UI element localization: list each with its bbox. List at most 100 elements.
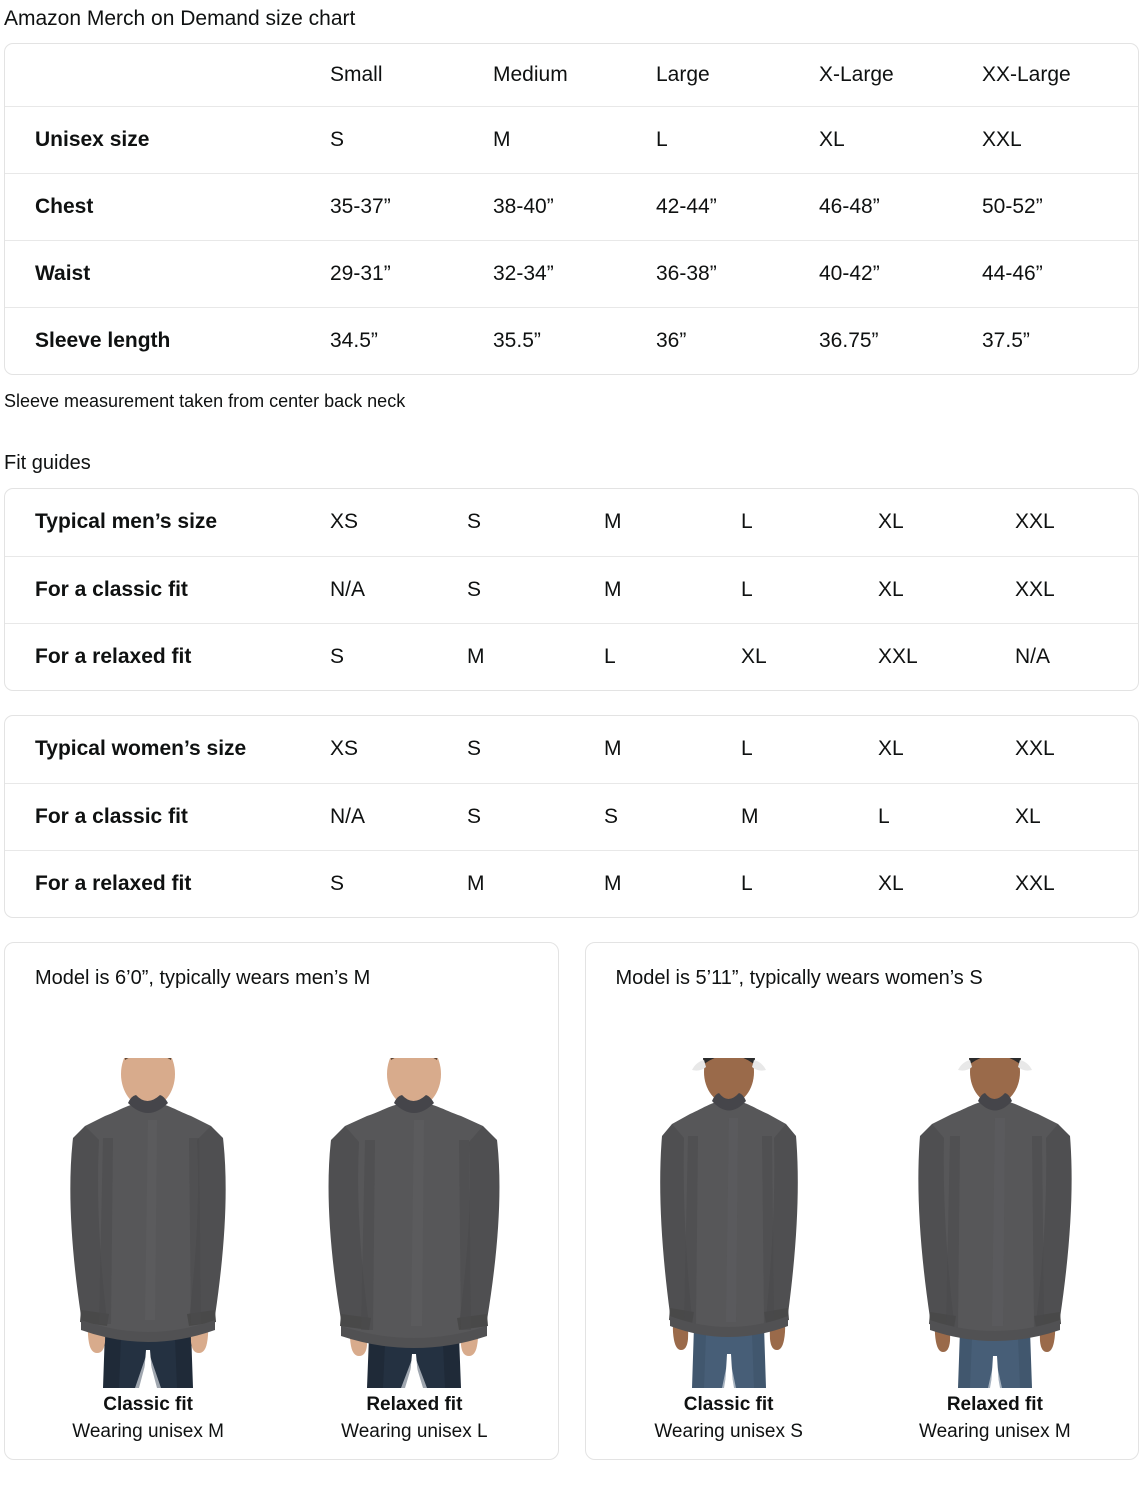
size-chart-header-blank	[5, 44, 330, 107]
row-label-womens-classic-fit: For a classic fit	[5, 783, 330, 851]
female-model-relaxed-fit-photo	[880, 1058, 1110, 1388]
row-label-womens-relaxed-fit: For a relaxed fit	[35, 871, 192, 895]
cell-waist-small: 29-31”	[330, 240, 493, 308]
cell-waist-xxlarge: 44-46”	[982, 240, 1138, 308]
cell-mens-classic-2: S	[467, 556, 604, 624]
womens-relaxed-fit-wearing: Wearing unisex M	[919, 1421, 1071, 1442]
cell-mens-classic-1: N/A	[330, 556, 467, 624]
cell-unisex-large: L	[656, 106, 819, 174]
table-row: Waist 29-31” 32-34” 36-38” 40-42” 44-46”	[5, 240, 1138, 308]
cell-womens-classic-1: N/A	[330, 783, 467, 851]
womens-model-card: Model is 5’11”, typically wears women’s …	[584, 942, 1139, 1460]
table-row: For a classic fit N/A S M L XL XXL	[5, 556, 1138, 624]
cell-womens-classic-6: XL	[1015, 783, 1138, 851]
size-chart-header-small: Small	[330, 44, 493, 107]
cell-unisex-medium: M	[493, 106, 656, 174]
table-row: For a relaxed fit S M L XL XXL N/A	[5, 623, 1138, 690]
mens-relaxed-fit-wearing: Wearing unisex L	[341, 1421, 488, 1442]
table-row: Typical women’s size XS S M L XL XXL	[5, 716, 1138, 784]
womens-classic-fit-figure-col: Classic fit Wearing unisex S	[596, 1058, 862, 1459]
cell-chest-small: 35-37”	[330, 173, 493, 241]
womens-relaxed-fit-label: Relaxed fit	[946, 1394, 1043, 1415]
mens-classic-fit-figure-col: Classic fit Wearing unisex M	[15, 1058, 281, 1459]
size-chart-table: Small Medium Large X-Large XX-Large Unis…	[5, 44, 1138, 374]
cell-waist-medium: 32-34”	[493, 240, 656, 308]
cell-womens-classic-2: S	[467, 783, 604, 851]
cell-sleeve-xlarge: 36.75”	[819, 328, 879, 352]
size-chart-header-xlarge: X-Large	[819, 44, 982, 107]
mens-model-pair: Classic fit Wearing unisex M	[5, 990, 558, 1459]
mens-fit-guide-table: Typical men’s size XS S M L XL XXL For a…	[5, 489, 1138, 690]
cell-sleeve-large: 36”	[656, 328, 687, 352]
cell-womens-typical-3: M	[604, 716, 741, 784]
size-chart-header-large: Large	[656, 44, 819, 107]
female-model-classic-fit-photo	[614, 1058, 844, 1388]
size-chart-header-xxlarge: XX-Large	[982, 44, 1138, 107]
womens-model-card-title: Model is 5’11”, typically wears women’s …	[615, 967, 983, 989]
cell-mens-typical-3: M	[604, 489, 741, 557]
cell-mens-relaxed-6: N/A	[1015, 644, 1051, 668]
row-label-unisex-size: Unisex size	[5, 106, 330, 174]
cell-unisex-small: S	[330, 106, 493, 174]
cell-mens-classic-3: M	[604, 556, 741, 624]
page-title: Amazon Merch on Demand size chart	[4, 7, 356, 30]
cell-mens-relaxed-2: M	[467, 644, 485, 668]
model-cards-row: Model is 6’0”, typically wears men’s M	[4, 942, 1139, 1460]
womens-classic-fit-wearing: Wearing unisex S	[654, 1421, 803, 1442]
cell-mens-relaxed-5: XXL	[878, 644, 918, 668]
cell-womens-relaxed-1: S	[330, 871, 345, 895]
mens-model-card: Model is 6’0”, typically wears men’s M	[4, 942, 559, 1460]
cell-mens-typical-1: XS	[330, 489, 467, 557]
cell-mens-typical-2: S	[467, 489, 604, 557]
cell-womens-relaxed-6: XXL	[1015, 871, 1055, 895]
cell-womens-classic-3: S	[604, 783, 741, 851]
mens-relaxed-fit-label: Relaxed fit	[366, 1394, 463, 1415]
male-model-classic-fit-photo	[33, 1058, 263, 1388]
table-row: Unisex size S M L XL XXL	[5, 106, 1138, 174]
mens-relaxed-fit-figure-col: Relaxed fit Wearing unisex L	[281, 1058, 547, 1459]
cell-sleeve-small: 34.5”	[330, 328, 378, 352]
cell-womens-classic-4: M	[741, 783, 878, 851]
table-row: Sleeve length 34.5” 35.5” 36” 36.75” 37.…	[5, 307, 1138, 374]
cell-mens-typical-5: XL	[878, 489, 1015, 557]
mens-classic-fit-label: Classic fit	[103, 1394, 193, 1415]
table-row: Typical men’s size XS S M L XL XXL	[5, 489, 1138, 557]
cell-womens-relaxed-4: L	[741, 871, 753, 895]
table-row: For a classic fit N/A S S M L XL	[5, 783, 1138, 851]
cell-womens-typical-1: XS	[330, 716, 467, 784]
womens-classic-fit-label: Classic fit	[683, 1394, 774, 1415]
cell-womens-relaxed-5: XL	[878, 871, 904, 895]
cell-mens-classic-5: XL	[878, 556, 1015, 624]
size-chart-header-medium: Medium	[493, 44, 656, 107]
womens-model-pair: Classic fit Wearing unisex S	[586, 990, 1139, 1459]
row-label-mens-classic-fit: For a classic fit	[5, 556, 330, 624]
mens-classic-fit-wearing: Wearing unisex M	[72, 1421, 224, 1442]
cell-chest-xlarge: 46-48”	[819, 173, 982, 241]
cell-unisex-xxlarge: XXL	[982, 106, 1138, 174]
cell-womens-typical-6: XXL	[1015, 716, 1138, 784]
cell-chest-medium: 38-40”	[493, 173, 656, 241]
cell-mens-relaxed-1: S	[330, 644, 345, 668]
cell-womens-typical-2: S	[467, 716, 604, 784]
cell-chest-large: 42-44”	[656, 173, 819, 241]
cell-waist-xlarge: 40-42”	[819, 240, 982, 308]
cell-unisex-xlarge: XL	[819, 106, 982, 174]
cell-womens-classic-5: L	[878, 783, 1015, 851]
male-model-relaxed-fit-photo	[299, 1058, 529, 1388]
row-label-typical-womens-size: Typical women’s size	[5, 716, 330, 784]
row-label-chest: Chest	[5, 173, 330, 241]
cell-mens-classic-6: XXL	[1015, 556, 1138, 624]
cell-chest-xxlarge: 50-52”	[982, 173, 1138, 241]
cell-sleeve-medium: 35.5”	[493, 328, 541, 352]
womens-fit-guide-table: Typical women’s size XS S M L XL XXL For…	[5, 716, 1138, 917]
cell-mens-relaxed-4: XL	[741, 644, 767, 668]
cell-womens-relaxed-3: M	[604, 871, 622, 895]
row-label-sleeve-length: Sleeve length	[35, 328, 171, 352]
cell-mens-typical-4: L	[741, 489, 878, 557]
cell-mens-typical-6: XXL	[1015, 489, 1138, 557]
cell-mens-relaxed-3: L	[604, 644, 616, 668]
womens-fit-guide-card: Typical women’s size XS S M L XL XXL For…	[4, 715, 1139, 918]
cell-waist-large: 36-38”	[656, 240, 819, 308]
table-row: For a relaxed fit S M M L XL XXL	[5, 850, 1138, 917]
cell-womens-typical-5: XL	[878, 716, 1015, 784]
